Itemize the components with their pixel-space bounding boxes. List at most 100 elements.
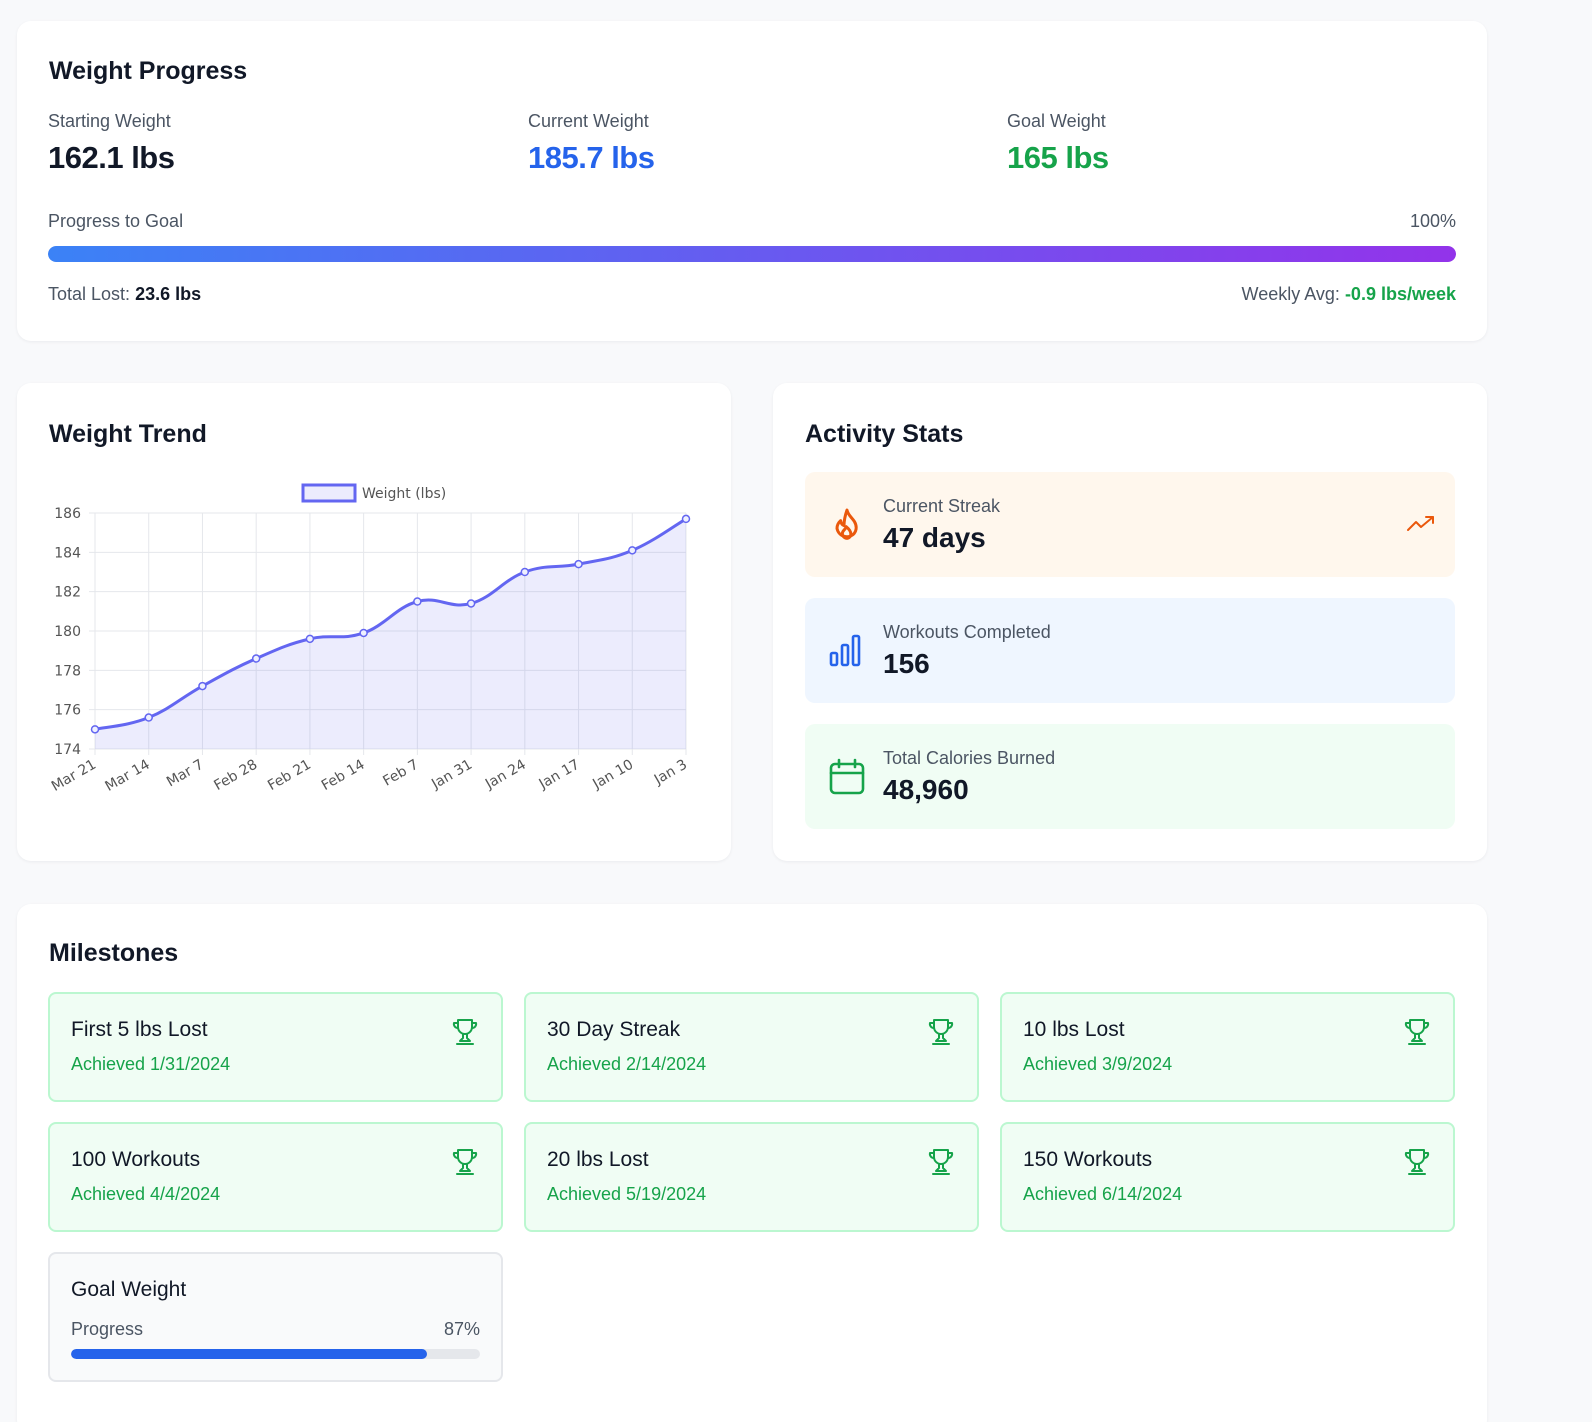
milestone-date: Achieved 5/19/2024 bbox=[547, 1184, 707, 1204]
data-point bbox=[520, 567, 530, 577]
data-point bbox=[466, 599, 476, 608]
data-point bbox=[574, 559, 583, 569]
data-point bbox=[144, 713, 153, 722]
data-point bbox=[628, 546, 637, 555]
milestone-card: 20 lbs Lost Achieved 5/19/2024 bbox=[524, 1122, 979, 1232]
milestone-title: 150 Workouts bbox=[1023, 1148, 1153, 1171]
milestone-card: 150 Workouts Achieved 6/14/2024 bbox=[1000, 1122, 1455, 1232]
goal-weight-value: 165 lbs bbox=[1007, 140, 1109, 175]
current-streak-value: 47 days bbox=[883, 522, 986, 553]
x-tick-label: Feb 7 bbox=[380, 757, 421, 790]
current-weight-value: 185.7 lbs bbox=[528, 140, 655, 175]
progress-percent: 100% bbox=[1409, 211, 1456, 231]
calendar-icon bbox=[829, 758, 865, 795]
milestones-card: Milestones First 5 lbs Lost Achieved 1/3… bbox=[17, 904, 1487, 1422]
flame-icon bbox=[835, 508, 858, 540]
x-tick-label: Jan 3 bbox=[651, 757, 690, 789]
trophy-icon bbox=[928, 1019, 954, 1045]
milestone-title: 100 Workouts bbox=[71, 1148, 201, 1171]
activity-stats-title: Activity Stats bbox=[805, 420, 964, 448]
legend-label: Weight (lbs) bbox=[362, 486, 446, 502]
trophy-icon bbox=[1404, 1019, 1430, 1045]
milestone-card: First 5 lbs Lost Achieved 1/31/2024 bbox=[48, 992, 503, 1102]
weekly-average: Weekly Avg: -0.9 lbs/week bbox=[1242, 284, 1456, 305]
current-weight-stat: Current Weight 185.7 lbs bbox=[528, 111, 655, 176]
series-area-fill bbox=[95, 518, 686, 749]
x-tick-label: Feb 28 bbox=[211, 757, 260, 794]
weight-trend-title: Weight Trend bbox=[49, 420, 207, 448]
progress-bar bbox=[48, 246, 1456, 262]
calories-burned-value: 48,960 bbox=[883, 774, 969, 805]
x-tick-label: Jan 10 bbox=[589, 757, 636, 793]
data-point bbox=[413, 597, 422, 606]
trophy-icon bbox=[452, 1149, 478, 1175]
milestone-title: First 5 lbs Lost bbox=[71, 1018, 208, 1041]
calories-burned-box: Total Calories Burned 48,960 bbox=[805, 724, 1455, 829]
bar-chart-icon bbox=[829, 634, 861, 667]
x-tick-label: Mar 7 bbox=[164, 757, 206, 791]
y-tick-label: 180 bbox=[54, 624, 81, 640]
data-point bbox=[251, 654, 261, 663]
goal-progress-percent: 87% bbox=[443, 1319, 480, 1339]
weekly-avg-value: -0.9 lbs/week bbox=[1344, 284, 1456, 304]
milestone-date: Achieved 1/31/2024 bbox=[71, 1054, 231, 1074]
progress-bar-fill bbox=[48, 246, 1456, 262]
y-tick-label: 184 bbox=[54, 545, 81, 561]
x-tick-label: Mar 21 bbox=[49, 757, 99, 795]
weight-trend-card: Weight Trend 174 176 178 180 182 184 186 Mar 21… bbox=[17, 383, 731, 861]
current-weight-label: Current Weight bbox=[528, 111, 649, 131]
weight-progress-card: Weight Progress Starting Weight 162.1 lb… bbox=[17, 21, 1487, 341]
goal-milestone-title: Goal Weight bbox=[71, 1278, 187, 1301]
milestone-title: 20 lbs Lost bbox=[547, 1148, 649, 1171]
goal-progress-fill bbox=[71, 1349, 427, 1359]
goal-progress-label: Progress bbox=[71, 1319, 144, 1339]
trophy-icon bbox=[452, 1019, 478, 1045]
current-streak-box: Current Streak 47 days bbox=[805, 472, 1455, 577]
weight-progress-title: Weight Progress bbox=[49, 57, 248, 85]
goal-weight-stat: Goal Weight 165 lbs bbox=[1007, 111, 1109, 176]
progress-to-goal-label: Progress to Goal bbox=[48, 211, 184, 231]
x-tick-label: Jan 17 bbox=[536, 757, 583, 793]
y-tick-label: 178 bbox=[54, 663, 81, 679]
total-lost-label: Total Lost: bbox=[48, 284, 131, 304]
milestone-title: 30 Day Streak bbox=[547, 1018, 681, 1041]
current-streak-label: Current Streak bbox=[883, 496, 1001, 516]
x-tick-label: Feb 14 bbox=[319, 757, 368, 794]
milestones-title: Milestones bbox=[49, 939, 179, 967]
weekly-avg-label: Weekly Avg: bbox=[1241, 284, 1340, 304]
data-point bbox=[681, 514, 691, 524]
data-point bbox=[305, 634, 315, 644]
progress-label-row: Progress to Goal 100% bbox=[48, 211, 1456, 232]
goal-weight-label: Goal Weight bbox=[1007, 111, 1106, 131]
x-tick-label: Mar 14 bbox=[103, 757, 153, 795]
milestone-title: 10 lbs Lost bbox=[1023, 1018, 1125, 1041]
trophy-icon bbox=[928, 1149, 954, 1175]
milestone-date: Achieved 3/9/2024 bbox=[1023, 1054, 1173, 1074]
starting-weight-label: Starting Weight bbox=[48, 111, 171, 131]
trophy-icon bbox=[1404, 1149, 1430, 1175]
total-lost-value: 23.6 lbs bbox=[135, 284, 202, 304]
x-tick-label: Feb 21 bbox=[265, 757, 314, 794]
starting-weight-stat: Starting Weight 162.1 lbs bbox=[48, 111, 175, 176]
milestone-date: Achieved 4/4/2024 bbox=[71, 1184, 221, 1204]
y-tick-label: 174 bbox=[54, 742, 81, 758]
goal-weight-milestone: Goal Weight Progress 87% bbox=[48, 1252, 503, 1382]
x-tick-label: Jan 24 bbox=[482, 757, 529, 793]
data-point bbox=[359, 628, 368, 638]
y-tick-label: 186 bbox=[54, 506, 81, 522]
workouts-completed-value: 156 bbox=[883, 648, 930, 679]
total-lost: Total Lost: 23.6 lbs bbox=[48, 284, 201, 305]
milestone-card: 10 lbs Lost Achieved 3/9/2024 bbox=[1000, 992, 1455, 1102]
progress-summary-row: Total Lost: 23.6 lbs Weekly Avg: -0.9 lb… bbox=[48, 284, 1456, 305]
milestone-date: Achieved 6/14/2024 bbox=[1023, 1184, 1183, 1204]
legend-swatch bbox=[301, 483, 357, 503]
workouts-completed-label: Workouts Completed bbox=[883, 622, 1051, 642]
milestone-date: Achieved 2/14/2024 bbox=[547, 1054, 707, 1074]
goal-progress-row: Progress 87% bbox=[71, 1319, 480, 1340]
milestone-card: 30 Day Streak Achieved 2/14/2024 bbox=[524, 992, 979, 1102]
workouts-completed-box: Workouts Completed 156 bbox=[805, 598, 1455, 703]
x-tick-label: Jan 31 bbox=[428, 757, 475, 793]
calories-burned-label: Total Calories Burned bbox=[883, 748, 1056, 768]
milestone-card: 100 Workouts Achieved 4/4/2024 bbox=[48, 1122, 503, 1232]
